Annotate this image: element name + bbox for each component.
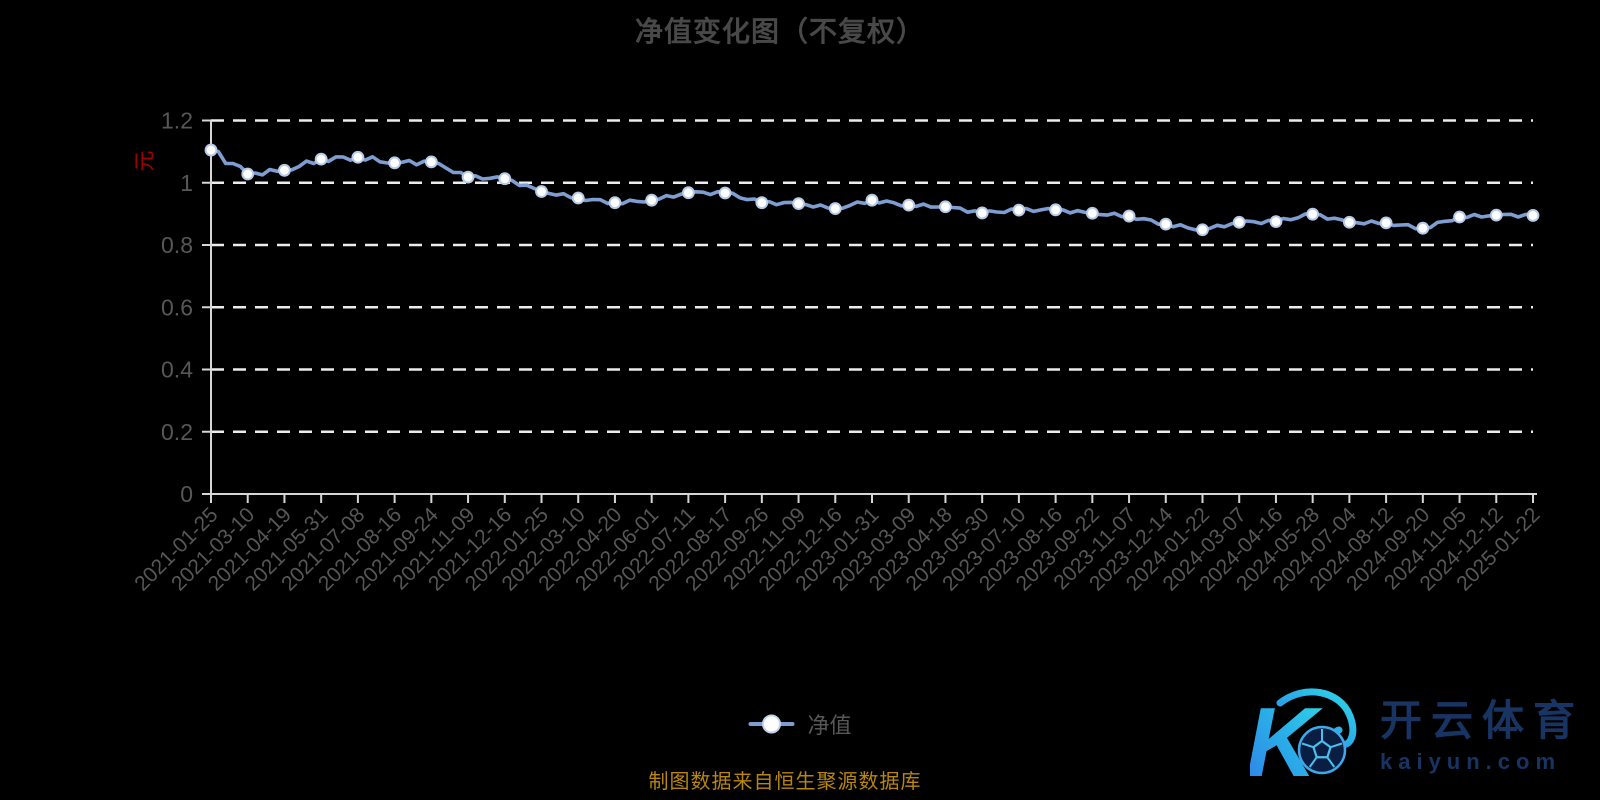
legend-item-netvalue[interactable]: 净值 [748, 708, 852, 740]
data-point[interactable] [1526, 209, 1540, 222]
data-point[interactable] [1416, 221, 1430, 235]
data-point[interactable] [535, 185, 548, 198]
data-point[interactable] [645, 193, 659, 207]
data-point[interactable] [939, 200, 952, 214]
data-point[interactable] [204, 143, 218, 157]
data-source-note: 制图数据来自恒生聚源数据库 [648, 771, 922, 793]
data-point[interactable] [1379, 216, 1393, 230]
data-point[interactable] [718, 186, 732, 200]
data-point[interactable] [1122, 209, 1136, 223]
y-axis-label: 1.2 [161, 108, 193, 134]
brand-domain: kaiyun.com [1379, 748, 1562, 774]
data-point[interactable] [975, 206, 989, 220]
data-point[interactable] [1012, 203, 1026, 217]
chart-title: 净值变化图（不复权） [634, 16, 925, 47]
y-axis-label: 0 [180, 481, 193, 507]
data-point[interactable] [1453, 210, 1466, 224]
y-axis-label: 0.6 [161, 294, 193, 320]
y-axis-label: 1 [180, 170, 193, 196]
kaiyun-logo-icon: K [1250, 688, 1357, 786]
data-point[interactable] [902, 198, 916, 212]
data-point[interactable] [1196, 223, 1209, 237]
data-point[interactable] [1269, 215, 1283, 229]
data-point[interactable] [828, 202, 842, 215]
data-point[interactable] [241, 167, 255, 181]
data-point[interactable] [792, 197, 805, 211]
data-point[interactable] [314, 152, 328, 166]
net-value-line [209, 148, 1535, 232]
data-point[interactable] [351, 150, 365, 164]
data-point[interactable] [1085, 206, 1099, 220]
soccer-ball-icon [1297, 725, 1347, 775]
data-point[interactable] [498, 172, 512, 186]
data-point[interactable] [681, 186, 695, 200]
data-point[interactable] [571, 191, 585, 205]
data-point[interactable] [608, 196, 622, 210]
data-point[interactable] [1489, 208, 1503, 222]
data-point[interactable] [1342, 215, 1356, 229]
data-point[interactable] [461, 170, 475, 184]
data-point[interactable] [1232, 215, 1246, 229]
data-point[interactable] [1049, 203, 1063, 217]
brand-name: 开云体育 [1379, 697, 1584, 745]
y-axis-label: 0.2 [161, 419, 193, 445]
data-point[interactable] [388, 156, 402, 170]
data-point[interactable] [424, 155, 438, 169]
data-point[interactable] [865, 193, 879, 207]
data-point[interactable] [755, 196, 769, 210]
data-point[interactable] [1159, 217, 1173, 231]
y-axis-label: 0.4 [161, 357, 193, 383]
y-axis-label: 0.8 [161, 232, 193, 258]
legend-dot-icon [761, 714, 781, 734]
legend-label: 净值 [807, 713, 852, 738]
data-point[interactable] [278, 163, 291, 177]
data-point[interactable] [1306, 207, 1320, 221]
legend-line-marker-icon [748, 714, 795, 734]
kaiyun-watermark: K 开云体育 kaiyun.com [1250, 688, 1584, 786]
brand-text: 开云体育 kaiyun.com [1380, 699, 1584, 774]
